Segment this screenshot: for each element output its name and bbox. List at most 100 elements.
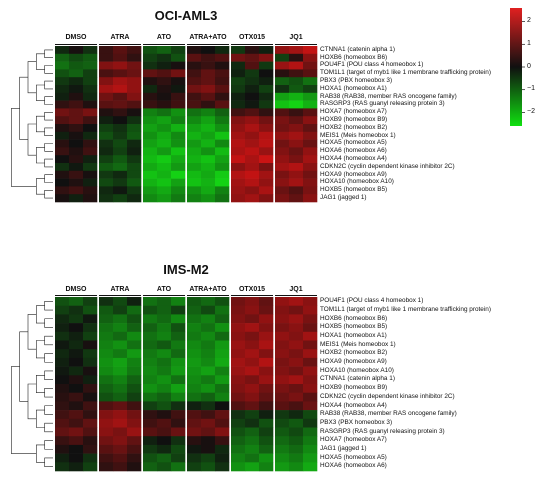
- oci-aml3-heatmap-cell: [143, 178, 158, 187]
- ims-m2-dendrogram-branch: [44, 353, 53, 363]
- ims-m2-heatmap-cell: [127, 401, 142, 411]
- oci-aml3-heatmap-cell: [215, 46, 230, 55]
- ims-m2-heatmap-cell: [99, 323, 114, 333]
- oci-aml3-heatmap-cell: [171, 194, 186, 203]
- ims-m2-heatmap-cell: [215, 401, 230, 411]
- oci-aml3-heatmap-cell: [201, 100, 216, 109]
- ims-m2-heatmap-cell: [303, 427, 318, 437]
- oci-aml3-heatmap-cell: [83, 108, 98, 117]
- ims-m2-heatmap-cell: [171, 375, 186, 385]
- ims-m2-heatmap-cell: [215, 349, 230, 359]
- ims-m2-dendrogram-branch: [19, 331, 28, 402]
- oci-aml3-heatmap-cell: [113, 139, 128, 148]
- ims-m2-heatmap-cell: [99, 418, 114, 428]
- oci-aml3-heatmap-cell: [143, 77, 158, 86]
- oci-aml3-gene-label: HOXB2 (homeobox B2): [320, 123, 388, 131]
- ims-m2-heatmap-cell: [215, 410, 230, 420]
- ims-m2-heatmap-cell: [83, 444, 98, 454]
- ims-m2-heatmap-cell: [201, 453, 216, 463]
- ims-m2-heatmap-cell: [99, 349, 114, 359]
- ims-m2-heatmap-cell: [69, 366, 84, 376]
- ims-m2-heatmap-cell: [143, 436, 158, 446]
- oci-aml3-heatmap-cell: [245, 124, 260, 133]
- ims-m2-heatmap-cell: [201, 410, 216, 420]
- ims-m2-heatmap-cell: [259, 331, 274, 341]
- ims-m2-heatmap-cell: [157, 418, 172, 428]
- ims-m2-gene-label: TOM1L1 (target of myb1 like 1 membrane t…: [320, 305, 491, 313]
- oci-aml3-dendrogram-branch: [44, 112, 53, 121]
- oci-aml3-heatmap-cell: [171, 163, 186, 172]
- ims-m2-heatmap-cell: [231, 305, 246, 315]
- ims-m2-heatmap-cell: [143, 427, 158, 437]
- oci-aml3-heatmap-cell: [187, 53, 202, 62]
- oci-aml3-heatmap-cell: [289, 178, 304, 187]
- ims-m2-heatmap-cell: [201, 427, 216, 437]
- ims-m2-heatmap-cell: [55, 401, 70, 411]
- ims-m2-heatmap-cell: [83, 436, 98, 446]
- oci-aml3-heatmap-cell: [55, 61, 70, 70]
- ims-m2-heatmap-cell: [55, 331, 70, 341]
- ims-m2-heatmap-cell: [275, 462, 290, 472]
- ims-m2-heatmap-cell: [245, 305, 260, 315]
- oci-aml3-heatmap-cell: [127, 131, 142, 140]
- oci-aml3-dendrogram-branch: [44, 96, 53, 105]
- oci-aml3-heatmap-cell: [171, 92, 186, 101]
- ims-m2-heatmap-cell: [289, 349, 304, 359]
- ims-m2-gene-label: RASGRP3 (RAS guanyl releasing protein 3): [320, 427, 445, 435]
- ims-m2-heatmap-cell: [143, 444, 158, 454]
- oci-aml3-heatmap-cell: [187, 61, 202, 70]
- oci-aml3-heatmap-cell: [215, 155, 230, 164]
- oci-aml3-heatmap-cell: [171, 100, 186, 109]
- ims-m2-heatmap-cell: [171, 444, 186, 454]
- ims-m2-heatmap-cell: [113, 323, 128, 333]
- oci-aml3-gene-label: HOXA6 (homeobox A6): [320, 147, 387, 155]
- oci-aml3-heatmap-cell: [231, 155, 246, 164]
- oci-aml3-heatmap-cell: [143, 147, 158, 156]
- ims-m2-heatmap-cell: [55, 305, 70, 315]
- oci-aml3-heatmap-cell: [113, 124, 128, 133]
- ims-m2-heatmap-cell: [303, 366, 318, 376]
- ims-m2-heatmap-cell: [55, 444, 70, 454]
- ims-m2-heatmap-cell: [55, 366, 70, 376]
- oci-aml3-heatmap-cell: [69, 124, 84, 133]
- colorbar-tick-label: 1: [527, 39, 531, 47]
- oci-aml3-heatmap-cell: [157, 186, 172, 195]
- ims-m2-heatmap-cell: [99, 340, 114, 350]
- ims-m2-heatmap-cell: [55, 392, 70, 402]
- ims-m2-heatmap-cell: [245, 427, 260, 437]
- ims-m2-heatmap-cell: [55, 453, 70, 463]
- oci-aml3-heatmap-cell: [303, 131, 318, 140]
- oci-aml3-heatmap-cell: [69, 155, 84, 164]
- ims-m2-heatmap-cell: [171, 384, 186, 393]
- oci-aml3-heatmap-cell: [157, 100, 172, 109]
- ims-m2-gene-label: HOXA4 (homeobox A4): [320, 401, 387, 409]
- ims-m2-heatmap-cell: [127, 314, 142, 324]
- oci-aml3-heatmap-cell: [275, 85, 290, 94]
- oci-aml3-heatmap-cell: [113, 92, 128, 101]
- ims-m2-heatmap-cell: [69, 427, 84, 437]
- oci-aml3-heatmap-cell: [99, 108, 114, 117]
- oci-aml3-heatmap-cell: [55, 186, 70, 195]
- oci-aml3-heatmap-cell: [215, 92, 230, 101]
- oci-aml3-heatmap-cell: [289, 46, 304, 55]
- oci-aml3-heatmap-cell: [259, 147, 274, 156]
- oci-aml3-heatmap-cell: [171, 178, 186, 187]
- oci-aml3-heatmap-cell: [215, 163, 230, 172]
- oci-aml3-heatmap-cell: [171, 46, 186, 55]
- ims-m2-heatmap-cell: [83, 418, 98, 428]
- oci-aml3-heatmap-cell: [231, 108, 246, 117]
- oci-aml3-heatmap-cell: [187, 163, 202, 172]
- ims-m2-heatmap-cell: [171, 427, 186, 437]
- ims-m2-heatmap-cell: [143, 323, 158, 333]
- oci-aml3-heatmap-cell: [303, 46, 318, 55]
- oci-aml3-group-label: ATRA+ATO: [189, 34, 227, 41]
- oci-aml3-heatmap-cell: [157, 61, 172, 70]
- oci-aml3-heatmap-cell: [69, 53, 84, 62]
- ims-m2-heatmap-cell: [157, 384, 172, 393]
- ims-m2-heatmap-cell: [215, 323, 230, 333]
- ims-m2-heatmap-cell: [245, 331, 260, 341]
- oci-aml3-heatmap-cell: [127, 69, 142, 78]
- ims-m2-heatmap-cell: [289, 436, 304, 446]
- ims-m2-heatmap-cell: [127, 357, 142, 367]
- ims-m2-heatmap-cell: [201, 340, 216, 350]
